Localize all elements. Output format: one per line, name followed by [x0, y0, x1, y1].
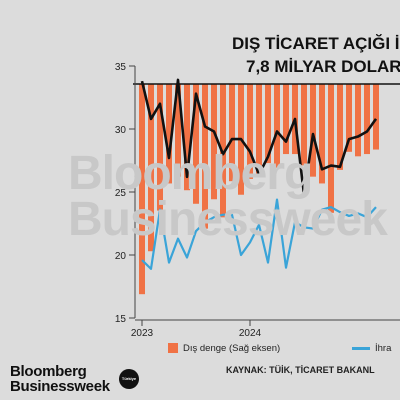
y-axis: 15 20 25 30 35: [115, 62, 136, 325]
x-tick-label: 2023: [131, 328, 154, 339]
turkiye-badge-icon: Türkiye: [119, 369, 139, 389]
bar: [229, 84, 235, 182]
bloomberg-businessweek-logo: Bloomberg Businessweek: [10, 364, 110, 394]
bar: [139, 84, 145, 295]
x-axis: 2023 2024: [131, 319, 400, 339]
y-tick-label: 30: [115, 125, 127, 136]
legend-item-bars: Dış denge (Sağ eksen): [168, 343, 280, 354]
bar: [220, 84, 226, 218]
lines-layer: [140, 78, 378, 270]
bar: [265, 84, 271, 164]
bar: [166, 84, 172, 184]
legend-bar-swatch: [168, 343, 178, 354]
bar: [346, 84, 352, 152]
bar: [328, 84, 334, 213]
source-note: KAYNAK: TÜİK, TİCARET BAKANL: [226, 365, 375, 375]
y-tick-label: 20: [115, 251, 127, 262]
series-line-blue: [141, 198, 377, 270]
bar: [283, 84, 289, 155]
bar: [364, 84, 370, 155]
legend-line-swatch: [352, 346, 370, 350]
series-line-black: [140, 78, 378, 196]
watermark-line-1: Bloomberg: [68, 147, 313, 200]
logo-line-1: Bloomberg: [10, 363, 87, 380]
y-tick-label: 15: [115, 314, 127, 325]
bar: [274, 84, 280, 168]
bar: [211, 84, 217, 200]
chart-title-line-2: 7,8 MİLYAR DOLAR: [246, 57, 400, 76]
bar: [202, 84, 208, 229]
logo-line-2: Businessweek: [10, 378, 110, 395]
bar: [337, 84, 343, 170]
x-tick-label: 2024: [239, 328, 262, 339]
legend-item-line: İhra: [352, 343, 391, 354]
bar: [256, 84, 262, 175]
bar: [193, 84, 199, 204]
bar: [373, 84, 379, 150]
bar: [319, 84, 325, 184]
bar: [301, 84, 307, 166]
y-tick-label: 25: [115, 188, 127, 199]
legend-line-label: İhra: [375, 343, 392, 354]
legend-bar-label: Dış denge (Sağ eksen): [183, 343, 281, 354]
bar: [157, 84, 163, 211]
watermark-line-2: Businessweek: [68, 193, 388, 246]
bar: [310, 84, 316, 177]
bar: [184, 84, 190, 191]
bar: [175, 84, 181, 177]
bars-layer: [139, 84, 379, 295]
chart-title-line-1: DIŞ TİCARET AÇIĞI İ: [232, 34, 400, 53]
bar: [247, 84, 253, 179]
bar: [148, 84, 154, 252]
y-tick-label: 35: [115, 62, 127, 73]
bar: [355, 84, 361, 157]
